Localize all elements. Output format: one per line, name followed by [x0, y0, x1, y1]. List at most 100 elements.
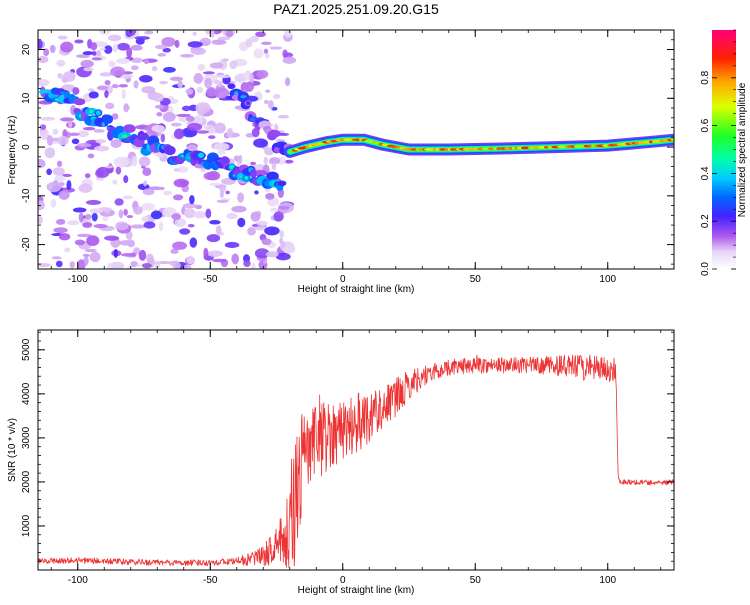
noise-blob	[176, 113, 191, 117]
noise-blob	[196, 106, 206, 116]
noise-blob	[279, 230, 284, 239]
noise-blob	[99, 30, 111, 36]
noise-blob	[238, 154, 243, 164]
noise-blob	[231, 253, 240, 265]
y-tick-label: 0	[21, 144, 32, 150]
noise-blob	[269, 157, 281, 165]
noise-blob	[61, 173, 72, 177]
noise-blob	[82, 51, 94, 56]
noise-blob	[136, 262, 142, 267]
noise-blob	[138, 249, 147, 261]
noise-blob	[264, 226, 280, 236]
noise-blob	[83, 67, 94, 72]
noise-blob	[185, 88, 194, 95]
noise-blob	[49, 44, 56, 54]
colorbar-tick-label: 0.6	[700, 118, 711, 132]
noise-blob	[185, 115, 195, 122]
ridge-blob	[277, 180, 287, 187]
noise-blob	[141, 216, 149, 222]
noise-blob	[66, 180, 72, 190]
ridge-core	[249, 117, 257, 122]
noise-blob	[116, 58, 131, 64]
y-tick-label: 10	[21, 92, 32, 104]
noise-blob	[130, 65, 139, 71]
noise-blob	[254, 226, 268, 231]
noise-blob	[78, 212, 84, 223]
noise-blob	[140, 202, 155, 211]
x-tick-label: -100	[68, 575, 88, 586]
noise-blob	[275, 252, 291, 261]
noise-blob	[226, 127, 234, 138]
noise-blob	[245, 38, 253, 48]
noise-blob	[210, 30, 215, 38]
noise-blob	[237, 217, 246, 228]
noise-blob	[161, 36, 176, 47]
noise-blob	[110, 139, 122, 148]
noise-blob	[126, 215, 134, 219]
noise-blob	[205, 30, 211, 35]
noise-blob	[171, 213, 182, 220]
noise-blob	[169, 76, 184, 81]
noise-blob	[217, 36, 231, 41]
noise-blob	[179, 228, 191, 235]
noise-blob	[133, 206, 143, 215]
noise-blob	[172, 261, 181, 269]
noise-blob	[170, 248, 179, 254]
noise-blob	[273, 94, 281, 100]
noise-blob	[283, 159, 294, 164]
ridge-blob	[138, 132, 149, 141]
noise-blob	[256, 69, 269, 79]
noise-blob	[162, 111, 176, 122]
spectrogram-xlabel: Height of straight line (km)	[298, 284, 415, 295]
noise-blob	[249, 35, 259, 43]
noise-blob	[62, 71, 76, 82]
figure-title: PAZ1.2025.251.09.20.G15	[273, 1, 439, 17]
ridge-core	[95, 110, 101, 116]
noise-blob	[264, 53, 270, 59]
noise-blob	[91, 57, 102, 61]
noise-blob	[67, 220, 80, 226]
noise-blob	[54, 175, 66, 182]
noise-blob	[254, 190, 259, 195]
noise-blob	[142, 167, 152, 177]
noise-blob	[197, 63, 206, 71]
noise-blob	[104, 79, 111, 86]
noise-blob	[52, 167, 65, 176]
noise-blob	[38, 263, 51, 267]
noise-blob	[143, 180, 148, 187]
noise-blob	[172, 241, 188, 250]
noise-blob	[225, 30, 234, 38]
noise-blob	[278, 205, 290, 210]
noise-blob	[105, 102, 115, 110]
noise-blob	[255, 31, 266, 38]
noise-blob	[247, 226, 256, 236]
noise-blob	[222, 58, 229, 62]
ridge-blob	[123, 124, 136, 133]
noise-blob	[234, 74, 242, 82]
spectrogram-feature-1	[38, 87, 287, 192]
noise-blob	[250, 161, 257, 166]
main-line-core	[670, 138, 674, 142]
noise-blob	[154, 44, 167, 50]
noise-blob	[38, 39, 43, 49]
y-tick-label: 20	[21, 44, 32, 56]
noise-blob	[121, 88, 126, 100]
ridge-blob	[73, 98, 86, 106]
noise-blob	[215, 74, 231, 79]
noise-blob	[118, 209, 124, 219]
noise-blob	[57, 135, 69, 146]
noise-blob	[196, 86, 204, 94]
noise-blob	[187, 41, 203, 48]
noise-blob	[74, 239, 86, 246]
noise-blob	[280, 240, 286, 249]
noise-blob	[55, 218, 66, 225]
noise-blob	[39, 124, 47, 130]
ridge-core	[60, 91, 66, 95]
noise-blob	[189, 195, 195, 205]
noise-blob	[143, 221, 156, 229]
noise-blob	[260, 222, 267, 227]
noise-blob	[154, 261, 162, 265]
noise-blob	[151, 66, 158, 72]
